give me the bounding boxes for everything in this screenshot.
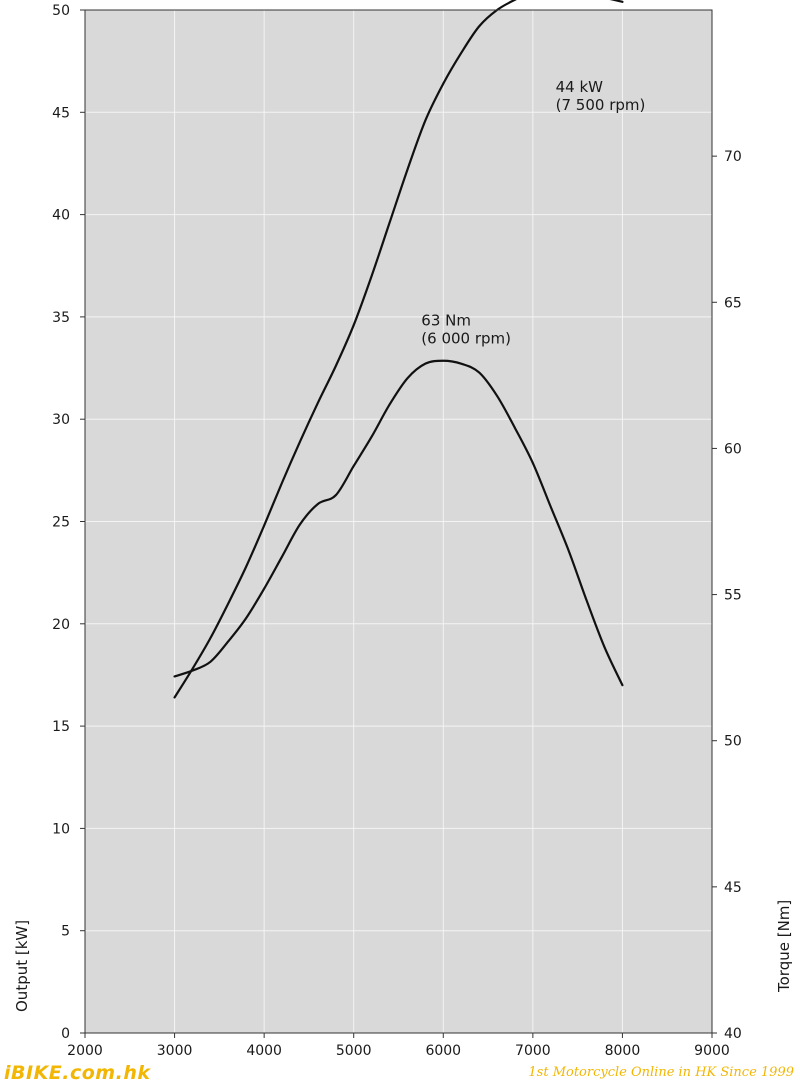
y2-tick-label: 70 bbox=[724, 149, 742, 165]
y-tick-label: 35 bbox=[52, 310, 70, 326]
torque-peak-rpm: (6 000 rpm) bbox=[421, 330, 511, 348]
site-tagline: 1st Motorcycle Online in HK Since 1999 bbox=[528, 1065, 794, 1080]
axis-ticks: 2000 3000 4000 5000 6000 7000 8000 9000 0 5 10 15 20… bbox=[52, 3, 742, 1059]
grid bbox=[80, 9, 717, 1038]
x-tick-label: 2000 bbox=[67, 1043, 103, 1059]
x-tick-label: 6000 bbox=[425, 1043, 461, 1059]
torque-peak-value: 63 Nm bbox=[421, 312, 471, 330]
x-tick-label: 5000 bbox=[336, 1043, 372, 1059]
y-tick-label: 30 bbox=[52, 412, 70, 428]
engine-performance-chart: 2000 3000 4000 5000 6000 7000 8000 9000 0 5 10 15 20… bbox=[13, 0, 793, 1059]
output-peak-value: 44 kW bbox=[556, 78, 604, 96]
x-tick-label: 9000 bbox=[694, 1043, 730, 1059]
y-axis-label: Output [kW] bbox=[13, 920, 31, 1012]
annotations: 44 kW(7 500 rpm) 63 Nm(6 000 rpm) bbox=[421, 78, 645, 348]
y2-tick-label: 55 bbox=[724, 588, 742, 604]
y2-axis-label: Torque [Nm] bbox=[775, 900, 793, 993]
series-lines bbox=[173, 0, 624, 699]
torque-curve bbox=[173, 359, 624, 687]
x-tick-label: 4000 bbox=[246, 1043, 282, 1059]
y2-tick-label: 45 bbox=[724, 880, 742, 896]
y2-tick-label: 65 bbox=[724, 295, 742, 311]
y-tick-label: 0 bbox=[61, 1026, 70, 1042]
output-curve bbox=[173, 0, 624, 699]
x-tick-label: 7000 bbox=[515, 1043, 551, 1059]
y2-tick-label: 60 bbox=[724, 441, 742, 457]
y-tick-label: 50 bbox=[52, 3, 70, 19]
y-tick-label: 25 bbox=[52, 515, 70, 531]
footer: iBIKE.com.hk 1st Motorcycle Online in HK… bbox=[0, 1062, 800, 1084]
output-peak-rpm: (7 500 rpm) bbox=[556, 96, 646, 114]
y-tick-label: 5 bbox=[61, 924, 70, 940]
plot-frame bbox=[84, 9, 713, 1034]
x-tick-label: 8000 bbox=[605, 1043, 641, 1059]
y2-tick-label: 50 bbox=[724, 734, 742, 750]
y-tick-label: 40 bbox=[52, 208, 70, 224]
y2-tick-label: 40 bbox=[724, 1026, 742, 1042]
y-tick-label: 20 bbox=[52, 617, 70, 633]
y-tick-label: 10 bbox=[52, 821, 70, 837]
y-tick-label: 15 bbox=[52, 719, 70, 735]
site-logo[interactable]: iBIKE.com.hk bbox=[4, 1062, 151, 1084]
y-tick-label: 45 bbox=[52, 105, 70, 121]
x-tick-label: 3000 bbox=[157, 1043, 193, 1059]
